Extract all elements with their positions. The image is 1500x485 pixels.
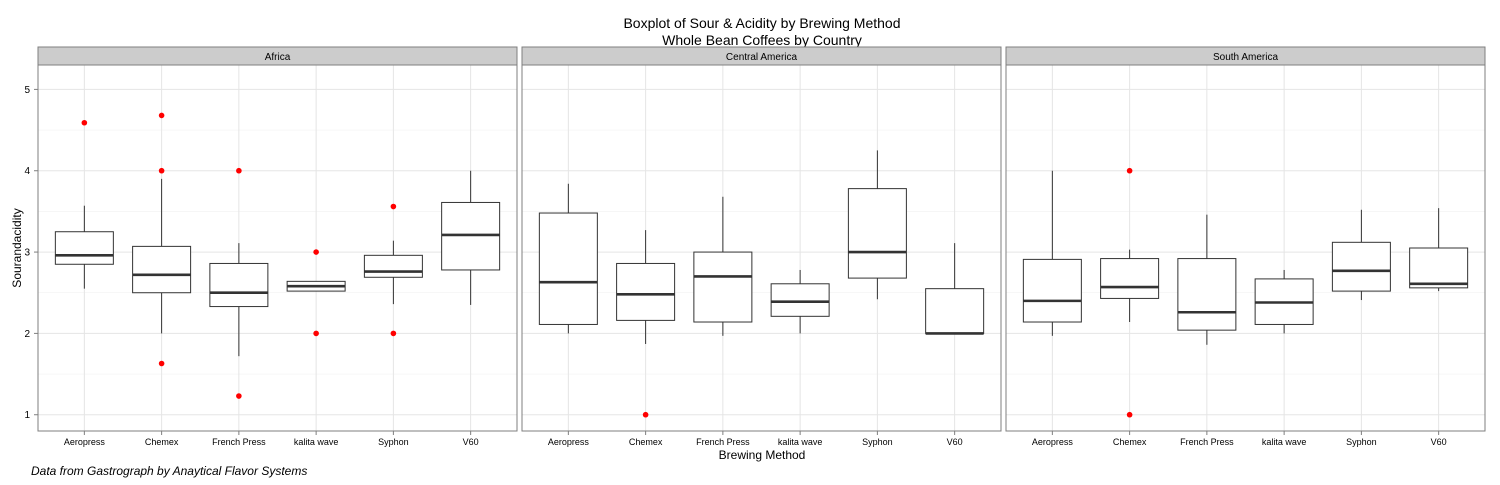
- box-body: [54, 231, 114, 265]
- chart-title: Boxplot of Sour & Acidity by Brewing Met…: [623, 15, 900, 31]
- box-chemex: [1100, 167, 1160, 418]
- facet-strip-label: South America: [1213, 52, 1278, 63]
- box-chemex: [132, 112, 192, 367]
- box-body: [209, 262, 269, 308]
- outlier-point: [158, 112, 165, 119]
- x-tick-label: Chemex: [1113, 437, 1147, 447]
- plot-background: [38, 65, 517, 431]
- facet-panels: Africa Aeropress Chemex French Press kalita …: [24, 46, 1486, 447]
- facet-panel-2: South America Aeropress Chemex French Press…: [1005, 46, 1486, 447]
- x-tick-label: Aeropress: [1032, 437, 1074, 447]
- y-tick-label: 4: [24, 166, 30, 177]
- panel-border: [1005, 64, 1486, 432]
- box-body: [1409, 247, 1469, 289]
- box-v60: [925, 243, 985, 335]
- outlier-point: [313, 249, 319, 255]
- x-tick-label: V60: [947, 437, 963, 447]
- box-body: [363, 254, 423, 278]
- y-tick-label: 1: [24, 410, 30, 421]
- box-french-press: [209, 167, 269, 399]
- box-aeropress: [538, 183, 598, 334]
- x-tick-label: French Press: [696, 437, 750, 447]
- box-body: [1177, 258, 1237, 331]
- box-body: [693, 251, 753, 323]
- outlier-point: [158, 167, 165, 174]
- box-body: [1022, 258, 1082, 323]
- box-kalita-wave: [1254, 269, 1314, 334]
- outlier-point: [236, 167, 242, 174]
- x-tick-label: Aeropress: [64, 437, 106, 447]
- box-aeropress: [54, 119, 114, 289]
- y-tick-label: 2: [24, 329, 30, 340]
- y-tick-label: 3: [24, 248, 30, 259]
- outlier-point: [1126, 411, 1133, 418]
- x-tick-label: French Press: [212, 437, 266, 447]
- outlier-point: [1126, 167, 1133, 174]
- box-v60: [1409, 208, 1469, 292]
- outlier-point: [158, 360, 165, 367]
- facet-strip-label: Central America: [726, 52, 798, 63]
- x-tick-label: French Press: [1180, 437, 1234, 447]
- box-body: [538, 212, 598, 325]
- y-tick-label: 5: [24, 85, 30, 96]
- plot-background: [1006, 65, 1485, 431]
- x-tick-label: V60: [463, 437, 479, 447]
- outlier-point: [390, 330, 397, 337]
- box-french-press: [693, 196, 753, 336]
- x-tick-label: kalita wave: [294, 437, 339, 447]
- y-axis: 1 2 3 4 5: [24, 85, 38, 421]
- box-v60: [441, 170, 501, 305]
- plot-background: [522, 65, 1001, 431]
- box-body: [770, 283, 830, 317]
- box-body: [1100, 258, 1160, 299]
- box-kalita-wave: [286, 249, 346, 337]
- outlier-point: [390, 203, 397, 210]
- panel-border: [37, 64, 518, 432]
- outlier-point: [236, 393, 242, 399]
- x-axis-label: Brewing Method: [719, 448, 806, 462]
- facet-panel-1: Central America Aeropress Chemex French Pre…: [521, 46, 1002, 447]
- box-kalita-wave: [770, 269, 830, 334]
- box-syphon: [1331, 209, 1391, 301]
- x-tick-label: kalita wave: [1262, 437, 1307, 447]
- y-axis-label: Sourandacidity: [10, 208, 24, 287]
- panel-border: [521, 64, 1002, 432]
- box-syphon: [363, 203, 423, 337]
- x-tick-label: Syphon: [1346, 437, 1377, 447]
- x-tick-label: Chemex: [629, 437, 663, 447]
- x-tick-label: V60: [1431, 437, 1447, 447]
- x-tick-label: Syphon: [862, 437, 893, 447]
- facet-panel-0: Africa Aeropress Chemex French Press kalita …: [37, 46, 518, 447]
- box-body: [132, 245, 192, 294]
- x-tick-label: kalita wave: [778, 437, 823, 447]
- box-body: [847, 188, 907, 279]
- box-chemex: [616, 230, 676, 418]
- box-body: [925, 288, 985, 334]
- chart-subtitle: Whole Bean Coffees by Country: [662, 32, 862, 48]
- x-tick-label: Aeropress: [548, 437, 590, 447]
- box-body: [616, 262, 676, 321]
- outlier-point: [81, 119, 88, 126]
- outlier-point: [642, 411, 649, 418]
- facet-strip-label: Africa: [265, 52, 291, 63]
- box-aeropress: [1022, 170, 1082, 336]
- x-tick-label: Chemex: [145, 437, 179, 447]
- box-syphon: [847, 150, 907, 300]
- box-french-press: [1177, 214, 1237, 345]
- box-body: [1331, 241, 1391, 292]
- x-tick-label: Syphon: [378, 437, 409, 447]
- chart-caption: Data from Gastrograph by Anaytical Flavo…: [31, 464, 307, 478]
- outlier-point: [313, 330, 319, 337]
